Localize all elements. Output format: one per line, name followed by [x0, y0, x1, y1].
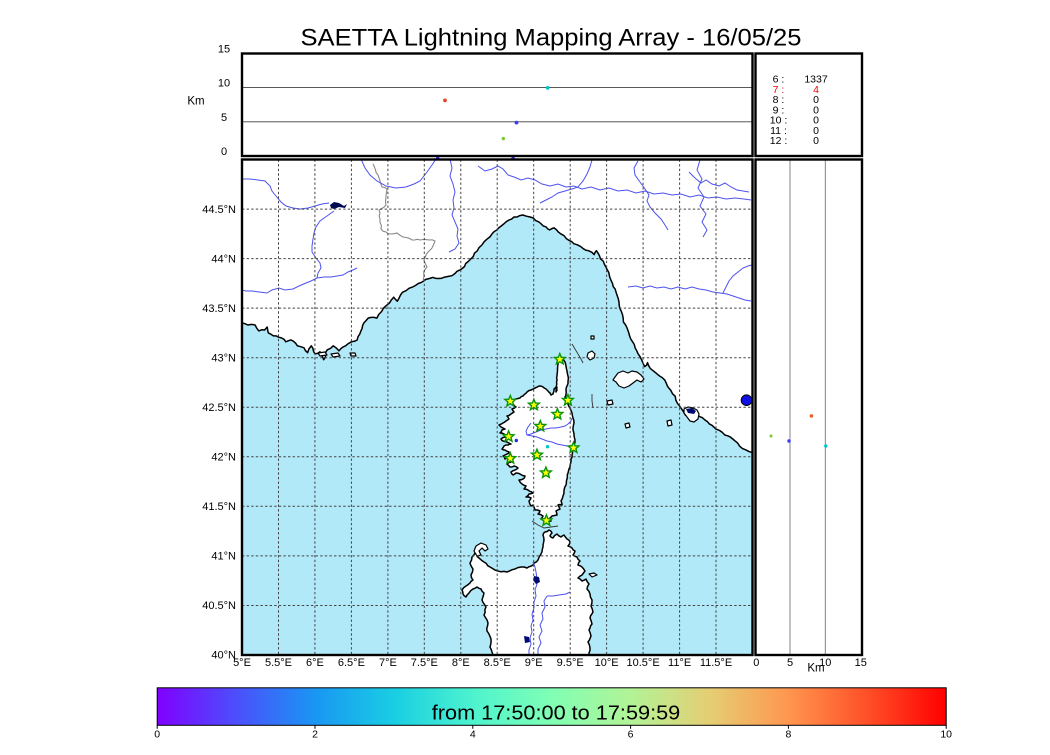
svg-text:4: 4	[813, 84, 819, 96]
svg-text:44.5°N: 44.5°N	[202, 204, 236, 216]
svg-text:44°N: 44°N	[211, 254, 236, 266]
svg-text:40.5°N: 40.5°N	[202, 600, 236, 612]
svg-text:0: 0	[813, 135, 819, 147]
svg-text:10 :: 10 :	[770, 115, 788, 127]
svg-text:from 17:50:00 to 17:59:59: from 17:50:00 to 17:59:59	[432, 702, 681, 724]
svg-text:10: 10	[940, 729, 952, 741]
svg-text:11 :: 11 :	[770, 125, 787, 137]
svg-text:7°E: 7°E	[379, 657, 397, 669]
svg-text:9.5°E: 9.5°E	[557, 657, 584, 669]
svg-text:0: 0	[813, 125, 819, 137]
svg-text:11.5°E: 11.5°E	[700, 657, 732, 669]
svg-text:0: 0	[813, 94, 819, 106]
svg-text:43°N: 43°N	[211, 353, 236, 365]
svg-text:2: 2	[312, 729, 318, 741]
svg-text:41.5°N: 41.5°N	[202, 501, 236, 513]
svg-text:12 :: 12 :	[770, 135, 788, 147]
svg-text:42.5°N: 42.5°N	[202, 402, 236, 414]
svg-text:9 :: 9 :	[773, 104, 785, 116]
svg-text:6: 6	[628, 729, 634, 741]
svg-text:0: 0	[813, 104, 819, 116]
svg-text:0: 0	[154, 729, 160, 741]
svg-text:Km: Km	[187, 96, 204, 108]
svg-text:10: 10	[218, 78, 230, 90]
svg-text:8 :: 8 :	[773, 94, 785, 106]
svg-text:42°N: 42°N	[211, 452, 236, 464]
svg-text:SAETTA Lightning Mapping Array: SAETTA Lightning Mapping Array - 16/05/2…	[301, 25, 802, 52]
svg-text:9°E: 9°E	[525, 657, 543, 669]
svg-text:0: 0	[221, 146, 227, 158]
svg-text:5: 5	[221, 112, 227, 124]
svg-text:8°E: 8°E	[452, 657, 470, 669]
svg-text:5: 5	[787, 657, 793, 669]
svg-text:6°E: 6°E	[306, 657, 324, 669]
svg-text:15: 15	[855, 657, 867, 669]
svg-text:5°E: 5°E	[233, 657, 251, 669]
svg-text:Km: Km	[807, 663, 824, 675]
svg-text:0: 0	[813, 115, 819, 127]
svg-text:8.5°E: 8.5°E	[484, 657, 511, 669]
svg-text:10.5°E: 10.5°E	[627, 657, 660, 669]
svg-text:43.5°N: 43.5°N	[202, 303, 236, 315]
svg-text:8: 8	[785, 729, 791, 741]
svg-text:7 :: 7 :	[773, 84, 785, 96]
svg-text:11°E: 11°E	[668, 657, 691, 669]
svg-text:7.5°E: 7.5°E	[411, 657, 438, 669]
svg-text:5.5°E: 5.5°E	[265, 657, 292, 669]
svg-text:10°E: 10°E	[595, 657, 619, 669]
svg-text:4: 4	[470, 729, 476, 741]
svg-text:40°N: 40°N	[211, 650, 236, 662]
svg-text:0: 0	[753, 657, 759, 669]
svg-text:41°N: 41°N	[211, 551, 236, 563]
svg-text:6 :: 6 :	[773, 74, 785, 86]
svg-text:6.5°E: 6.5°E	[338, 657, 365, 669]
svg-text:10: 10	[819, 657, 831, 669]
svg-text:15: 15	[218, 44, 230, 56]
svg-text:1337: 1337	[804, 74, 828, 86]
